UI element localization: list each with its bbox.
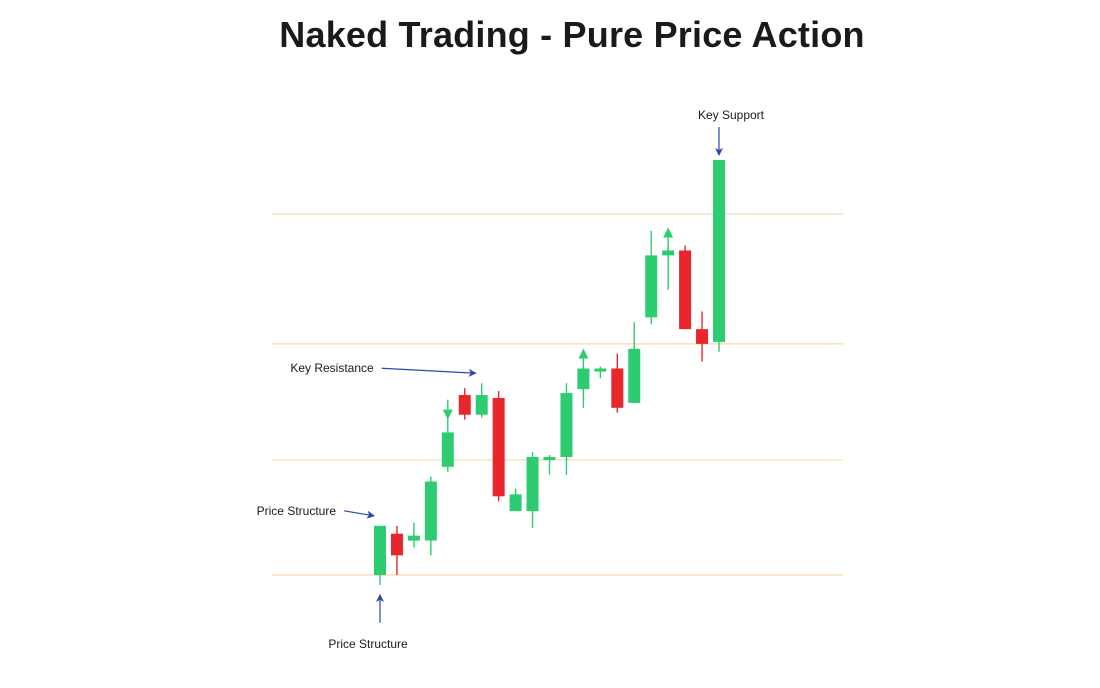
candle-body [492,397,505,497]
candle-0 [374,525,386,585]
support-resistance-levels [272,213,843,576]
candle-20 [713,160,725,352]
candle-4 [441,417,454,472]
candle-16 [645,230,658,325]
candle-3 [424,476,437,556]
direction-arrow-up-icon [663,227,674,238]
candle-body [560,393,573,457]
candle-7 [492,391,505,502]
candle-body [713,160,725,342]
candle-body [407,535,420,541]
chart-title: Naked Trading - Pure Price Action [279,14,865,55]
candle-18 [679,245,692,330]
candle-6 [475,383,488,418]
direction-arrows [442,227,674,420]
candle-8 [509,488,522,512]
candle-body [441,432,454,467]
candle-body [577,368,590,390]
candle-body [628,348,641,403]
annotation-label: Price Structure [328,637,408,651]
candle-2 [407,522,420,548]
candle-body [594,368,607,372]
direction-arrow-up-icon [578,348,589,359]
candle-1 [390,525,403,575]
direction-arrow-down-icon [442,409,453,420]
candle-body [696,329,709,344]
candle-body [390,533,403,556]
candle-14 [611,353,624,413]
candle-body [526,456,539,512]
candle-11 [560,383,573,475]
annotations: Price Structure Price Structure Key Resist… [257,108,765,651]
annotation-arrow-icon [343,510,375,519]
candle-body [424,481,437,541]
candle-19 [696,311,709,362]
candle-body [543,456,556,460]
candle-15 [628,322,641,403]
candle-body [611,368,624,408]
candle-body [679,250,692,330]
candle-13 [594,366,607,379]
candle-10 [543,455,556,475]
annotation-label: Price Structure [257,504,337,518]
annotation-label: Key Resistance [290,361,374,375]
candle-body [509,494,522,512]
candles [374,160,725,585]
candle-body [645,255,658,318]
candle-body [475,395,488,415]
candle-5 [458,388,471,420]
annotation-arrow-icon [381,367,477,377]
candle-body [374,525,386,575]
annotation-label: Key Support [698,108,765,122]
candle-9 [526,452,539,528]
candle-body [458,395,471,415]
